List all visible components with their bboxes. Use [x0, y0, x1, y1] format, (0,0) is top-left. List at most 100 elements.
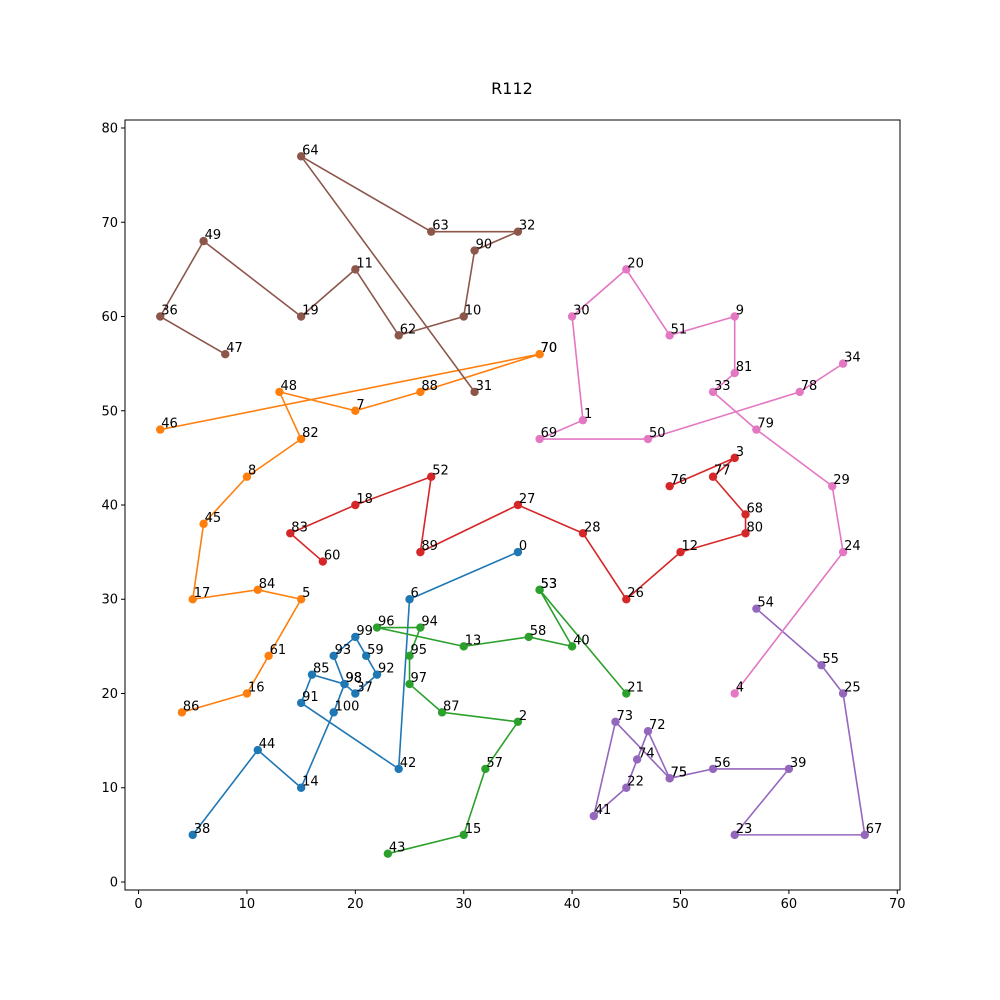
point-label-93: 93 [335, 643, 352, 658]
point-label-26: 26 [627, 586, 644, 601]
route-point-68 [741, 510, 750, 519]
point-label-94: 94 [421, 615, 438, 630]
point-label-37: 37 [356, 680, 373, 695]
route-line-5 [159, 155, 519, 393]
point-label-29: 29 [833, 473, 850, 488]
point-label-1: 1 [584, 407, 592, 422]
route-line-6 [538, 268, 844, 695]
route-point-97 [405, 679, 414, 689]
route-point-93 [329, 651, 338, 660]
route-point-67 [860, 830, 869, 840]
route-point-23 [730, 830, 739, 840]
route-point-73 [611, 717, 620, 726]
point-label-33: 33 [714, 379, 731, 394]
point-label-45: 45 [205, 511, 222, 526]
route-point-81 [730, 368, 739, 378]
route-point-56 [708, 764, 718, 774]
point-label-98: 98 [345, 671, 362, 686]
route-point-29 [828, 481, 837, 491]
route-point-1 [578, 415, 588, 425]
point-label-92: 92 [378, 662, 395, 677]
point-label-7: 7 [356, 398, 364, 413]
route-point-8 [242, 472, 252, 481]
point-label-41: 41 [595, 803, 612, 818]
route-point-14 [296, 783, 306, 792]
route-point-6 [405, 595, 414, 604]
point-label-43: 43 [389, 841, 406, 856]
x-tick-label: 0 [134, 897, 142, 912]
route-point-43 [383, 849, 393, 858]
x-tick-label: 50 [672, 897, 689, 912]
route-point-41 [589, 811, 598, 821]
x-tick-label: 70 [889, 897, 906, 912]
route-line-4 [592, 607, 866, 836]
route-point-10 [459, 312, 468, 321]
route-point-69 [535, 434, 544, 444]
point-label-21: 21 [627, 680, 644, 695]
route-point-36 [156, 312, 165, 321]
x-tick-label: 40 [564, 897, 581, 912]
point-label-53: 53 [541, 577, 558, 592]
route-point-79 [752, 425, 761, 434]
route-point-13 [459, 642, 468, 651]
route-point-19 [296, 312, 306, 321]
route-point-49 [199, 236, 208, 246]
plot-area: 0642918598379259999398100144438704670887… [156, 143, 882, 858]
point-label-82: 82 [302, 426, 319, 441]
route-point-77 [708, 472, 718, 481]
route-point-2 [513, 717, 523, 726]
route-point-88 [416, 387, 425, 397]
route-line-0 [191, 551, 519, 836]
point-label-39: 39 [790, 756, 807, 771]
point-label-10: 10 [465, 304, 482, 319]
point-label-13: 13 [465, 633, 482, 648]
route-point-74 [632, 755, 642, 764]
route-point-30 [567, 312, 577, 321]
route-point-76 [665, 481, 674, 491]
point-label-52: 52 [432, 464, 449, 479]
point-label-95: 95 [411, 643, 428, 658]
point-label-96: 96 [378, 615, 395, 630]
route-point-24 [838, 547, 848, 557]
point-label-18: 18 [356, 492, 373, 507]
x-tick-label: 20 [347, 897, 364, 912]
route-point-46 [156, 425, 165, 434]
route-point-48 [275, 387, 284, 397]
y-tick-label: 60 [101, 310, 118, 325]
point-label-91: 91 [302, 690, 319, 705]
point-label-100: 100 [335, 699, 360, 714]
point-label-25: 25 [844, 680, 861, 695]
route-point-63 [427, 227, 436, 236]
route-point-34 [838, 359, 848, 368]
route-point-94 [416, 623, 425, 632]
point-label-4: 4 [736, 680, 744, 695]
route-point-83 [286, 529, 295, 538]
route-point-95 [405, 651, 414, 660]
point-label-23: 23 [736, 822, 753, 837]
route-point-70 [535, 350, 544, 359]
route-point-44 [253, 745, 262, 755]
point-label-70: 70 [541, 341, 558, 356]
point-label-73: 73 [616, 709, 633, 724]
point-label-83: 83 [291, 520, 308, 535]
y-tick-label: 20 [101, 687, 118, 702]
point-label-67: 67 [866, 822, 883, 837]
point-label-14: 14 [302, 775, 319, 790]
route-point-9 [730, 312, 739, 321]
point-label-6: 6 [411, 586, 419, 601]
point-label-44: 44 [259, 737, 276, 752]
route-point-72 [643, 726, 653, 736]
route-point-0 [513, 547, 523, 557]
route-point-58 [524, 632, 533, 642]
point-label-72: 72 [649, 718, 666, 733]
route-point-98 [340, 679, 349, 689]
route-series-6: 4 24 29 79 33 81 9 51 20 30 1 69 50 78 34 [535, 256, 861, 698]
route-point-75 [665, 774, 674, 783]
y-tick-label: 50 [101, 404, 118, 419]
route-point-82 [296, 434, 306, 444]
point-label-22: 22 [627, 775, 644, 790]
